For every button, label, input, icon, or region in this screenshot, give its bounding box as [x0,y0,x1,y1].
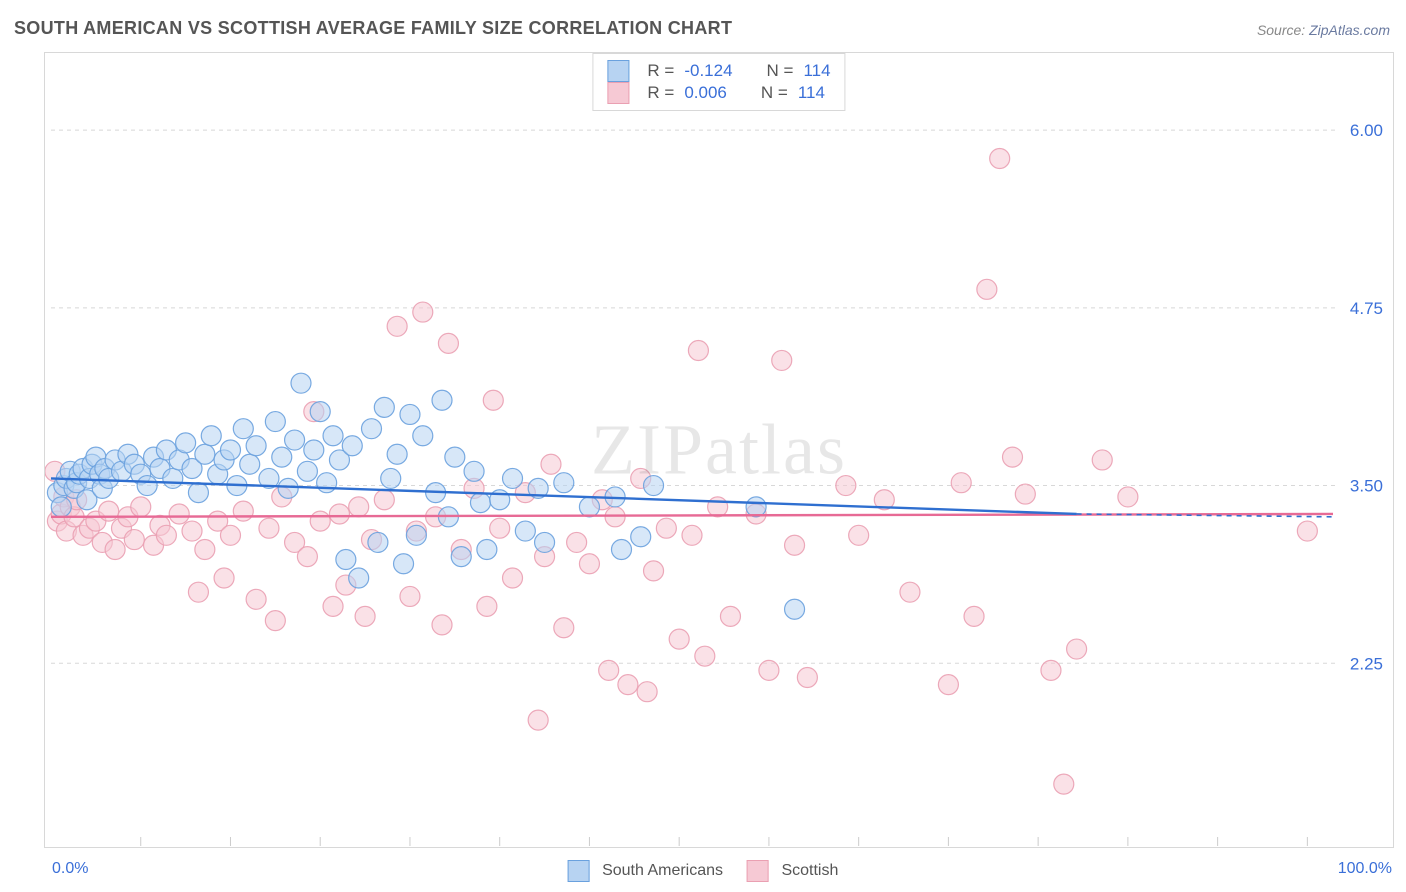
chart-title: SOUTH AMERICAN VS SCOTTISH AVERAGE FAMIL… [14,18,732,39]
series-legend: South Americans Scottish [568,860,839,882]
x-axis-max-label: 100.0% [1338,860,1392,878]
swatch-scottish [607,82,629,104]
legend-item-south-americans: South Americans [568,860,723,882]
legend-n-label: N = [761,83,788,103]
plot-area: R = -0.124 N = 114 R = 0.006 N = 114 2.2… [44,52,1394,848]
legend-row-south-americans: R = -0.124 N = 114 [607,60,830,82]
legend-r-label: R = [647,61,674,81]
svg-text:3.50: 3.50 [1350,477,1383,496]
source-value: ZipAtlas.com [1309,22,1390,38]
legend-n-value: 114 [798,83,825,103]
legend-row-scottish: R = 0.006 N = 114 [607,82,830,104]
correlation-legend: R = -0.124 N = 114 R = 0.006 N = 114 [592,53,845,111]
source-attribution: Source: ZipAtlas.com [1257,22,1390,38]
legend-r-value: 0.006 [684,83,727,103]
legend-item-scottish: Scottish [747,860,838,882]
legend-label: South Americans [602,862,723,879]
legend-n-value: 114 [803,61,830,81]
svg-text:4.75: 4.75 [1350,299,1383,318]
svg-text:2.25: 2.25 [1350,654,1383,673]
legend-r-value: -0.124 [684,61,732,81]
legend-r-label: R = [647,83,674,103]
swatch-scottish-bottom [747,860,769,882]
swatch-south-americans-bottom [568,860,590,882]
swatch-south-americans [607,60,629,82]
legend-label: Scottish [781,862,838,879]
legend-n-label: N = [767,61,794,81]
scatter-plot-svg: 2.25 3.50 4.75 6.00 [45,53,1393,847]
x-axis-min-label: 0.0% [52,860,88,878]
svg-text:6.00: 6.00 [1350,121,1383,140]
source-label: Source: [1257,22,1305,38]
